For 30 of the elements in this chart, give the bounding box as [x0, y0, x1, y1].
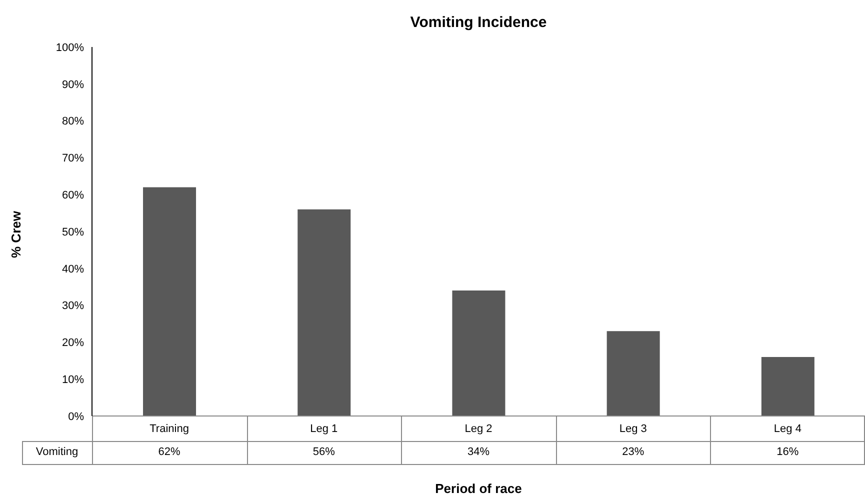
y-tick-label: 20% [62, 337, 84, 350]
data-label: 23% [621, 446, 646, 458]
y-tick-label: 0% [68, 410, 84, 423]
bar [298, 209, 351, 416]
y-tick-label: 40% [62, 263, 84, 276]
x-tick-label: Training [150, 422, 189, 435]
x-tick-label: Leg 1 [310, 422, 338, 435]
x-tick-label: Leg 3 [619, 422, 647, 435]
y-tick-label: 100% [56, 42, 84, 54]
data-label: 16% [776, 446, 800, 458]
y-tick-label: 30% [62, 300, 84, 312]
y-tick-label: 80% [62, 116, 84, 128]
x-tick-label: Leg 2 [464, 422, 492, 435]
x-tick-label: Leg 4 [774, 422, 802, 435]
chart-title: Vomiting Incidence [409, 14, 548, 31]
data-label: 56% [312, 446, 336, 458]
bar [606, 331, 660, 416]
data-label: 62% [157, 446, 182, 458]
data-label: 34% [466, 446, 490, 458]
text: Vomiting [34, 446, 80, 458]
x-axis-title: Period of race [434, 481, 523, 496]
bar [761, 356, 814, 416]
y-axis-title: % Crew [8, 210, 24, 260]
y-tick-label: 90% [62, 78, 84, 91]
y-tick-label: 50% [62, 226, 84, 238]
y-tick-label: 10% [62, 374, 84, 386]
bar [452, 290, 506, 416]
y-tick-label: 60% [62, 190, 84, 202]
y-tick-label: 70% [62, 152, 84, 165]
bar [143, 187, 196, 416]
